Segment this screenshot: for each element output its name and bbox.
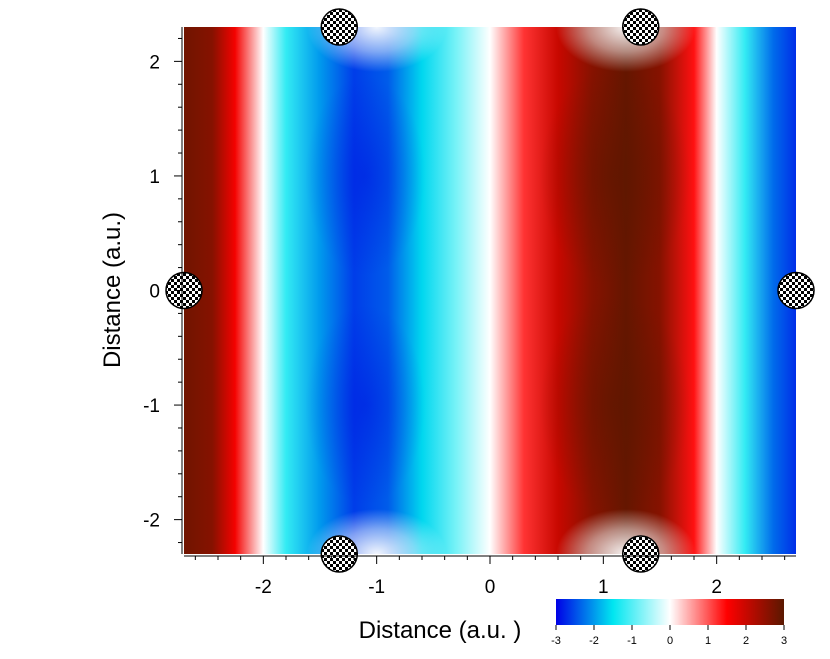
- atom-marker: [621, 535, 660, 573]
- center-dark: [539, 295, 690, 516]
- y-ticks: 2 1 0 -1 -2: [143, 37, 182, 544]
- y-tick-label: 0: [149, 282, 160, 303]
- y-tick-label: -2: [143, 511, 160, 532]
- x-tick-label: 0: [485, 577, 496, 598]
- x-tick-label: -1: [368, 577, 385, 598]
- atom-marker: [165, 271, 203, 310]
- y-axis-title: Distance (a.u.): [99, 212, 126, 368]
- colorbar-tick-label: -1: [627, 635, 637, 647]
- colorbar-tick-label: 1: [705, 635, 711, 647]
- colorbar-bar: [556, 599, 784, 625]
- center-blue: [305, 305, 426, 506]
- colorbar-tick-label: 0: [667, 635, 673, 647]
- x-tick-label: 1: [598, 577, 609, 598]
- y-tick-label: 1: [149, 167, 160, 188]
- edge-glow: [556, 27, 696, 72]
- edge-glow: [556, 509, 696, 554]
- heatmap-field: [184, 27, 796, 554]
- atom-markers: [165, 8, 815, 573]
- x-tick-label: 2: [711, 577, 722, 598]
- center-dark: [539, 65, 690, 286]
- x-axis: -2 -1 0 1 2: [184, 555, 796, 598]
- x-axis-title: Distance (a.u. ): [359, 617, 522, 644]
- y-tick-label: -1: [143, 396, 160, 417]
- y-tick-label: 2: [149, 52, 160, 73]
- colorbar-tick-label: -3: [551, 635, 561, 647]
- colorbar: -3 -2 -1 0 1 2 3: [551, 599, 787, 647]
- atom-marker: [621, 8, 660, 46]
- y-axis: 2 1 0 -1 -2: [143, 27, 183, 554]
- colorbar-tick-label: -2: [589, 635, 599, 647]
- x-tick-label: -2: [255, 577, 272, 598]
- plot-area: [184, 27, 796, 554]
- colorbar-ticks: -3 -2 -1 0 1 2 3: [551, 625, 787, 647]
- atom-marker: [320, 535, 359, 573]
- x-ticks: -2 -1 0 1 2: [194, 556, 786, 598]
- colorbar-tick-label: 3: [781, 635, 787, 647]
- atom-marker: [320, 8, 359, 46]
- atom-marker: [777, 271, 815, 310]
- colorbar-tick-label: 2: [743, 635, 749, 647]
- heatmap-shading: [305, 27, 696, 554]
- center-blue: [305, 75, 426, 276]
